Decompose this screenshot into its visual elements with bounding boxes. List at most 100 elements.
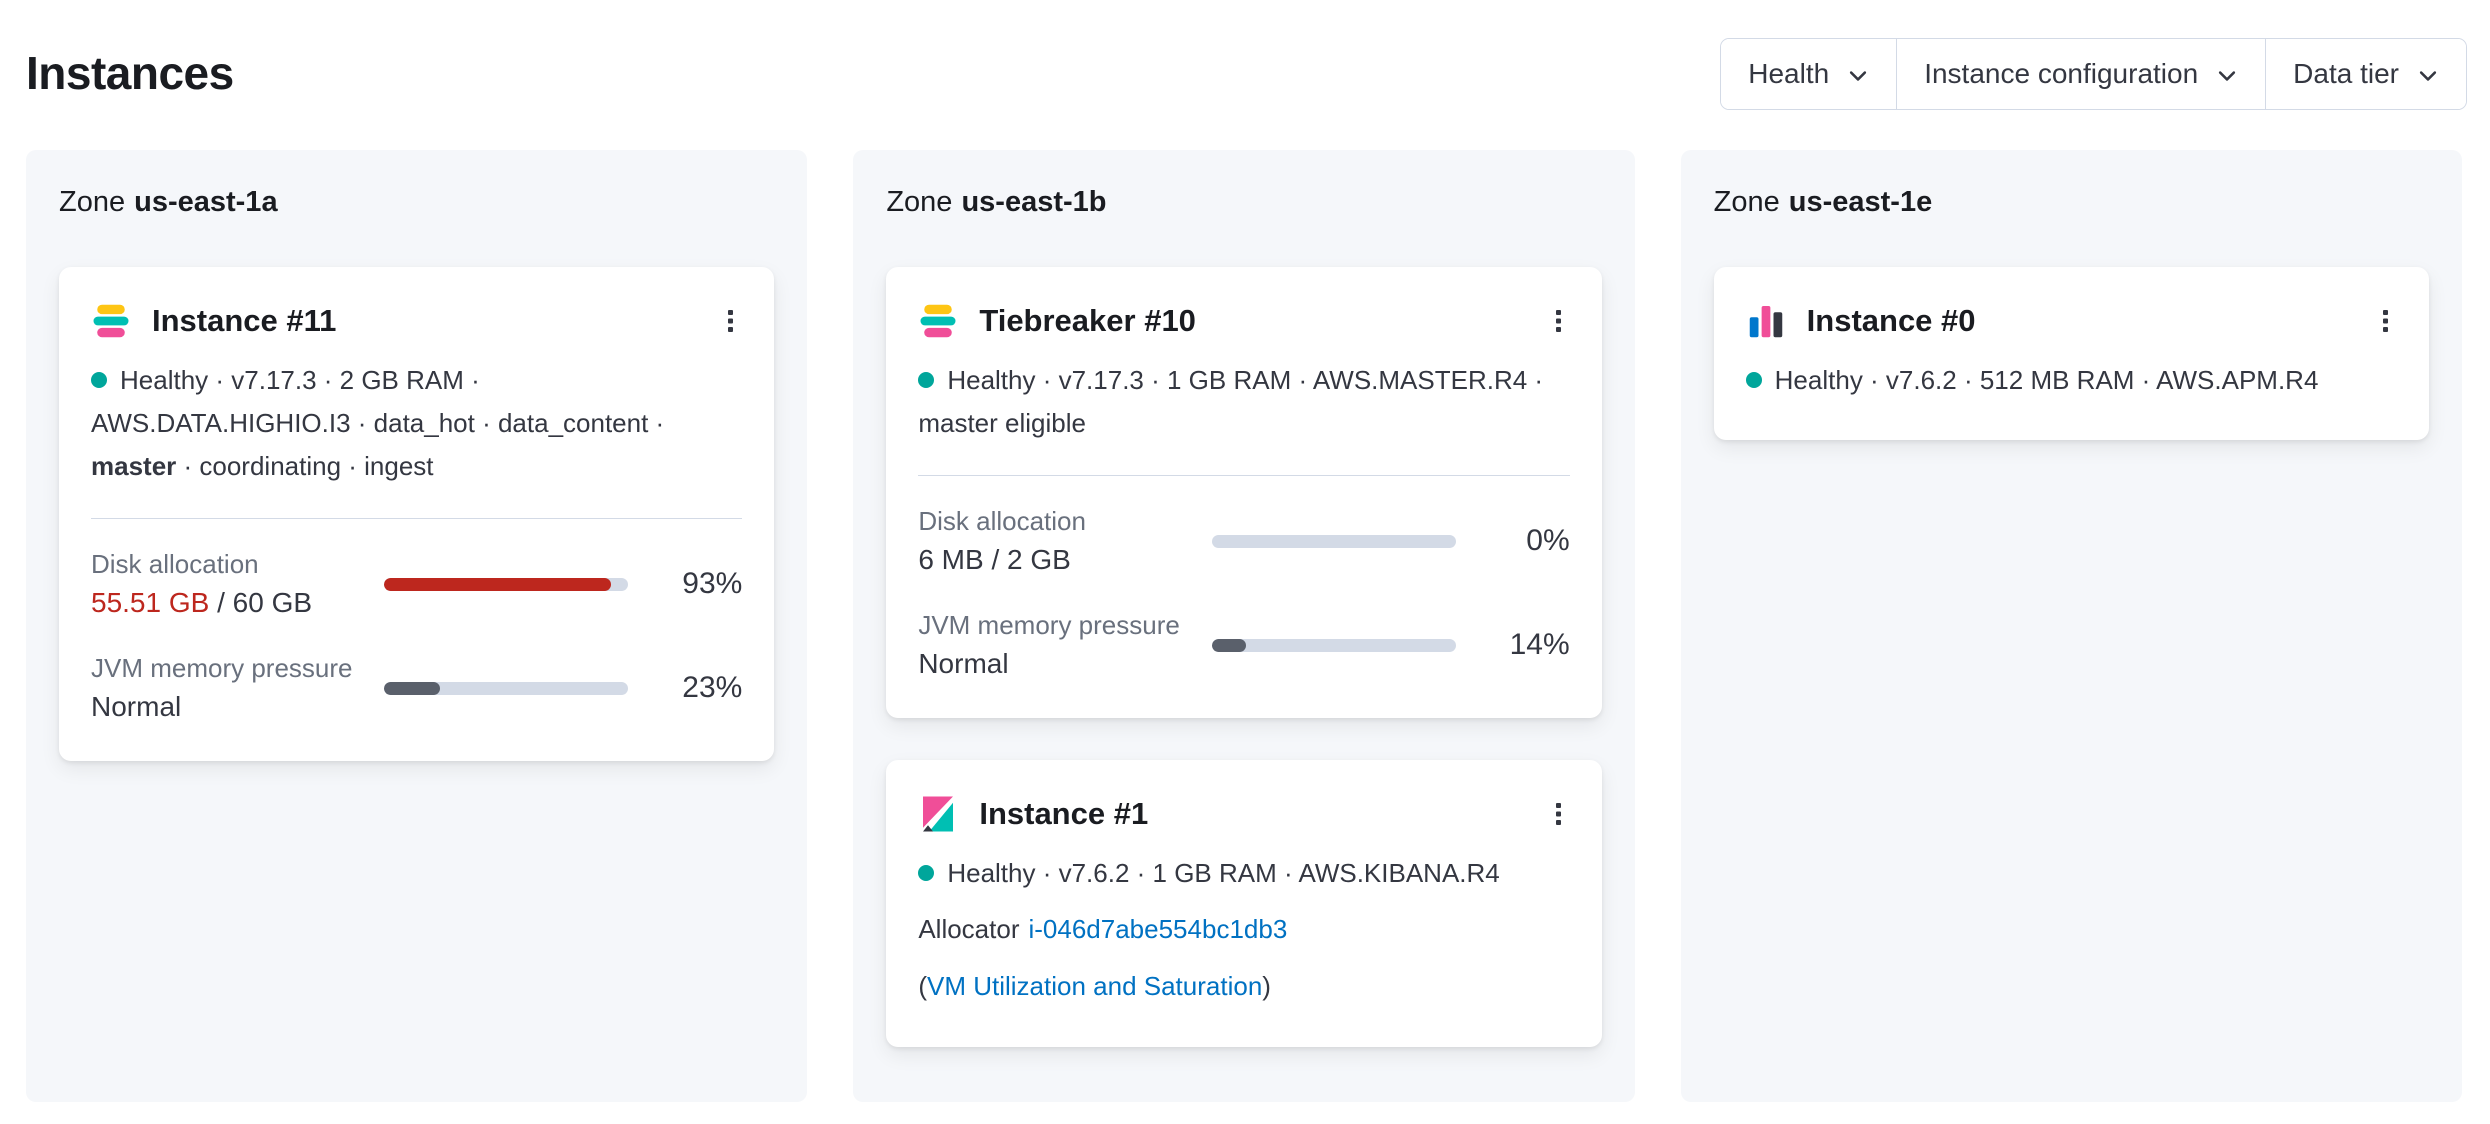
elasticsearch-logo-icon bbox=[91, 301, 131, 341]
stat-labels: JVM memory pressure Normal bbox=[91, 653, 384, 723]
disk-total-value: / 60 GB bbox=[209, 587, 313, 618]
zone-panel-us-east-1b: Zone us-east-1b Tiebreaker #10 bbox=[853, 150, 1635, 1102]
elasticsearch-logo-icon bbox=[918, 301, 958, 341]
instance-meta: Healthy · v7.17.3 · 2 GB RAM · AWS.DATA.… bbox=[91, 359, 742, 488]
kibana-logo-icon bbox=[918, 794, 958, 834]
zone-cards: Tiebreaker #10 Healthy · v7.17.3 · 1 GB … bbox=[886, 267, 1602, 1047]
disk-allocation-value: 6 MB / 2 GB bbox=[918, 544, 1071, 575]
instance-meta-text: · v7.17.3 · 1 GB RAM · AWS.MASTER.R4 · m… bbox=[918, 365, 1544, 438]
instance-meta-text: · v7.6.2 · 1 GB RAM · AWS.KIBANA.R4 bbox=[1035, 858, 1500, 888]
instance-card-1: Instance #1 Healthy · v7.6.2 · 1 GB RAM … bbox=[886, 760, 1602, 1047]
page-header: Instances Health Instance configuration … bbox=[0, 0, 2490, 110]
allocator-link[interactable]: i-046d7abe554bc1db3 bbox=[1028, 914, 1288, 944]
stat-labels: Disk allocation 6 MB / 2 GB bbox=[918, 506, 1211, 576]
jvm-memory-value: Normal bbox=[91, 691, 182, 722]
jvm-memory-bar bbox=[384, 681, 629, 695]
zone-cards: Instance #0 Healthy · v7.6.2 · 512 MB RA… bbox=[1713, 267, 2429, 440]
health-status: Healthy bbox=[1774, 365, 1863, 395]
jvm-memory-bar-fill bbox=[384, 681, 441, 695]
jvm-memory-percent: 14% bbox=[1509, 628, 1570, 661]
disk-allocation-bar bbox=[1211, 534, 1456, 548]
instance-card-0: Instance #0 Healthy · v7.6.2 · 512 MB RA… bbox=[1713, 267, 2429, 440]
disk-allocation-label: Disk allocation bbox=[91, 549, 259, 579]
stat-labels: JVM memory pressure Normal bbox=[918, 610, 1211, 680]
health-dot-icon bbox=[918, 372, 935, 388]
disk-allocation-bar bbox=[384, 577, 629, 591]
apm-logo-icon bbox=[1746, 301, 1786, 341]
disk-allocation-percent: 93% bbox=[682, 567, 743, 600]
page-title: Instances bbox=[26, 47, 234, 100]
chevron-down-icon bbox=[2417, 65, 2439, 87]
instance-meta: Healthy · v7.6.2 · 512 MB RAM · AWS.APM.… bbox=[1745, 359, 2397, 402]
instance-title: Instance #1 bbox=[979, 796, 1149, 831]
disk-allocation-stat: Disk allocation 6 MB / 2 GB 0% bbox=[918, 506, 1569, 576]
health-dot-icon bbox=[91, 372, 107, 388]
filter-data-tier-label: Data tier bbox=[2293, 58, 2399, 89]
health-dot-icon bbox=[1745, 372, 1762, 388]
instance-meta-text: · v7.6.2 · 512 MB RAM · AWS.APM.R4 bbox=[1862, 365, 2319, 395]
zone-label: Zone us-east-1e bbox=[1714, 186, 2429, 219]
card-divider bbox=[91, 518, 743, 519]
chevron-down-icon bbox=[1847, 65, 1869, 87]
card-divider bbox=[918, 475, 1570, 476]
vm-utilization-line: (VM Utilization and Saturation) bbox=[918, 964, 1569, 1009]
close-paren: ) bbox=[1262, 971, 1271, 1001]
instance-menu-button[interactable] bbox=[2363, 299, 2407, 343]
instance-meta-text-end: · coordinating · ingest bbox=[176, 451, 434, 481]
instance-meta: Healthy · v7.17.3 · 1 GB RAM · AWS.MASTE… bbox=[918, 359, 1569, 445]
zone-prefix: Zone bbox=[886, 186, 953, 218]
filter-health-button[interactable]: Health bbox=[1721, 39, 1897, 109]
zone-label: Zone us-east-1b bbox=[886, 186, 1601, 219]
filter-data-tier-button[interactable]: Data tier bbox=[2265, 39, 2466, 109]
zone-panel-us-east-1a: Zone us-east-1a Instance #11 bbox=[26, 150, 808, 1102]
zone-label: Zone us-east-1a bbox=[59, 186, 774, 219]
filter-instance-configuration-label: Instance configuration bbox=[1924, 58, 2199, 89]
instance-menu-button[interactable] bbox=[1536, 792, 1580, 836]
card-header: Tiebreaker #10 bbox=[918, 299, 1569, 343]
card-header: Instance #0 bbox=[1746, 299, 2397, 343]
jvm-memory-stat: JVM memory pressure Normal 14% bbox=[918, 610, 1569, 680]
health-status: Healthy bbox=[947, 365, 1036, 395]
allocator-label: Allocator bbox=[918, 914, 1020, 944]
instance-menu-button[interactable] bbox=[708, 299, 752, 343]
health-status: Healthy bbox=[120, 365, 209, 395]
zone-panel-us-east-1e: Zone us-east-1e Instance #0 bbox=[1680, 150, 2462, 1102]
filter-group: Health Instance configuration Data tier bbox=[1720, 38, 2467, 110]
instance-title: Instance #0 bbox=[1806, 303, 1976, 338]
jvm-memory-bar bbox=[1211, 638, 1456, 652]
chevron-down-icon bbox=[2216, 65, 2238, 87]
filter-health-label: Health bbox=[1748, 58, 1830, 89]
zone-name: us-east-1b bbox=[961, 186, 1107, 218]
instance-role-master: master bbox=[91, 451, 177, 481]
jvm-memory-label: JVM memory pressure bbox=[918, 610, 1180, 640]
zone-name: us-east-1a bbox=[134, 186, 278, 218]
vm-utilization-link[interactable]: VM Utilization and Saturation bbox=[927, 971, 1263, 1001]
disk-allocation-value: 55.51 GB / 60 GB bbox=[91, 587, 384, 619]
jvm-memory-bar-fill bbox=[1211, 638, 1246, 652]
card-header: Instance #11 bbox=[91, 299, 742, 343]
jvm-memory-stat: JVM memory pressure Normal 23% bbox=[91, 653, 742, 723]
zones-container: Zone us-east-1a Instance #11 bbox=[0, 150, 2490, 1102]
stat-labels: Disk allocation 55.51 GB / 60 GB bbox=[91, 549, 384, 619]
instance-title: Tiebreaker #10 bbox=[979, 303, 1196, 338]
instance-meta-text: · v7.17.3 · 2 GB RAM · AWS.DATA.HIGHIO.I… bbox=[91, 365, 665, 438]
zone-name: us-east-1e bbox=[1788, 186, 1933, 218]
disk-allocation-label: Disk allocation bbox=[918, 506, 1086, 536]
filter-instance-configuration-button[interactable]: Instance configuration bbox=[1896, 39, 2266, 109]
disk-allocation-bar-fill bbox=[384, 577, 612, 591]
zone-prefix: Zone bbox=[1713, 186, 1780, 218]
zone-prefix: Zone bbox=[59, 186, 126, 218]
instance-card-tiebreaker-10: Tiebreaker #10 Healthy · v7.17.3 · 1 GB … bbox=[886, 267, 1602, 718]
instance-menu-button[interactable] bbox=[1536, 299, 1580, 343]
allocator-line: Allocator i-046d7abe554bc1db3 bbox=[918, 907, 1569, 952]
jvm-memory-value: Normal bbox=[918, 648, 1009, 679]
disk-allocation-stat: Disk allocation 55.51 GB / 60 GB 93% bbox=[91, 549, 742, 619]
instance-title: Instance #11 bbox=[152, 303, 337, 338]
health-status: Healthy bbox=[947, 858, 1036, 888]
disk-used-value: 55.51 GB bbox=[91, 587, 210, 618]
instance-meta: Healthy · v7.6.2 · 1 GB RAM · AWS.KIBANA… bbox=[918, 852, 1569, 895]
jvm-memory-label: JVM memory pressure bbox=[91, 653, 353, 683]
open-paren: ( bbox=[918, 971, 927, 1001]
disk-allocation-percent: 0% bbox=[1526, 524, 1570, 557]
jvm-memory-percent: 23% bbox=[682, 671, 743, 704]
